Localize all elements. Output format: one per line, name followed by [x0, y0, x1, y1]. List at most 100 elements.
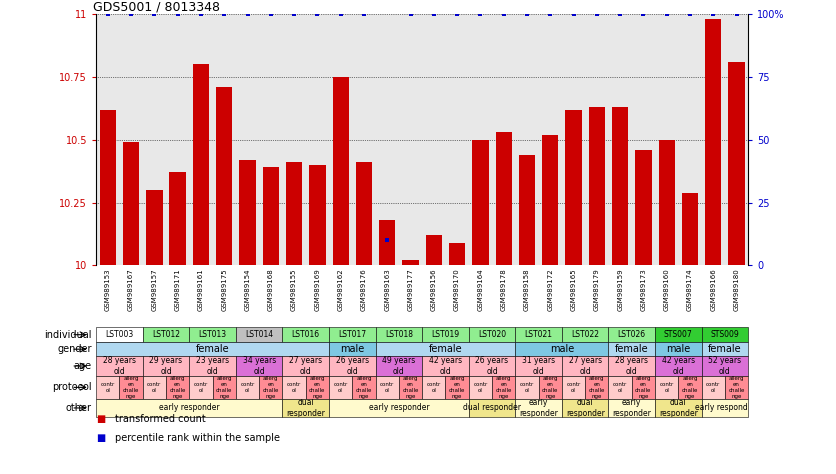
Bar	[728, 62, 745, 265]
Text: allerg
en
challe
nge: allerg en challe nge	[123, 376, 140, 399]
Text: allerg
en
challe
nge: allerg en challe nge	[309, 376, 325, 399]
Bar	[655, 342, 701, 356]
Text: GSM989177: GSM989177	[407, 268, 414, 311]
Bar	[99, 109, 116, 265]
Bar	[469, 399, 515, 417]
Text: early
responder: early responder	[612, 398, 651, 418]
Text: gender: gender	[58, 344, 92, 354]
Bar	[422, 327, 469, 342]
Bar	[96, 327, 143, 342]
Bar	[143, 327, 189, 342]
Bar	[701, 376, 725, 399]
Text: contr
ol: contr ol	[241, 382, 255, 393]
Bar	[469, 356, 515, 376]
Text: GSM989164: GSM989164	[477, 268, 483, 311]
Bar	[189, 376, 212, 399]
Text: LST012: LST012	[152, 330, 180, 339]
Bar	[283, 356, 329, 376]
Text: dual
responder: dual responder	[286, 398, 325, 418]
Text: GSM989179: GSM989179	[594, 268, 600, 311]
Text: GSM989153: GSM989153	[104, 268, 111, 311]
Text: 26 years
old: 26 years old	[336, 356, 369, 376]
Text: ■: ■	[96, 414, 105, 425]
Bar	[170, 173, 186, 265]
Text: contr
ol: contr ol	[706, 382, 721, 393]
Text: ■: ■	[96, 433, 105, 444]
Text: GSM989162: GSM989162	[338, 268, 344, 311]
Text: female: female	[429, 344, 462, 354]
Text: GSM989157: GSM989157	[151, 268, 157, 311]
Text: GSM989158: GSM989158	[524, 268, 530, 311]
Text: GSM989159: GSM989159	[617, 268, 623, 311]
Text: age: age	[74, 361, 92, 371]
Text: GSM989160: GSM989160	[664, 268, 670, 311]
Text: 26 years
old: 26 years old	[476, 356, 508, 376]
Text: protocol: protocol	[53, 383, 92, 392]
Bar	[96, 399, 283, 417]
Bar	[515, 327, 562, 342]
Text: 28 years
old: 28 years old	[615, 356, 648, 376]
Text: GSM989163: GSM989163	[385, 268, 390, 311]
Bar	[678, 376, 701, 399]
Bar	[239, 160, 256, 265]
Text: contr
ol: contr ol	[194, 382, 208, 393]
Bar	[286, 163, 303, 265]
Bar	[96, 356, 143, 376]
Bar	[379, 220, 395, 265]
Text: GSM989168: GSM989168	[268, 268, 274, 311]
Text: contr
ol: contr ol	[287, 382, 301, 393]
Text: GSM989165: GSM989165	[570, 268, 577, 311]
Bar	[609, 399, 655, 417]
Bar	[283, 376, 306, 399]
Text: GSM989178: GSM989178	[501, 268, 507, 311]
Bar	[655, 327, 701, 342]
Text: percentile rank within the sample: percentile rank within the sample	[115, 433, 279, 444]
Text: male: male	[550, 344, 574, 354]
Bar	[283, 399, 329, 417]
Bar	[542, 135, 558, 265]
Bar	[422, 356, 469, 376]
Text: LST020: LST020	[478, 330, 506, 339]
Bar	[565, 109, 582, 265]
Bar	[309, 165, 325, 265]
Bar	[375, 376, 399, 399]
Text: GSM989176: GSM989176	[361, 268, 367, 311]
Bar	[609, 327, 655, 342]
Text: contr
ol: contr ol	[660, 382, 674, 393]
Text: LST026: LST026	[618, 330, 646, 339]
Bar	[166, 376, 189, 399]
Bar	[469, 376, 492, 399]
Bar	[96, 342, 329, 356]
Bar	[399, 376, 422, 399]
Bar	[705, 19, 721, 265]
Text: 23 years
old: 23 years old	[196, 356, 229, 376]
Text: dual
responder: dual responder	[566, 398, 604, 418]
Bar	[259, 376, 283, 399]
Bar	[701, 399, 748, 417]
Bar	[701, 327, 748, 342]
Bar	[585, 376, 609, 399]
Text: GSM989175: GSM989175	[222, 268, 227, 311]
Bar	[682, 192, 698, 265]
Text: 29 years
old: 29 years old	[150, 356, 182, 376]
Text: allerg
en
challe
nge: allerg en challe nge	[449, 376, 466, 399]
Text: 31 years
old: 31 years old	[522, 356, 555, 376]
Bar	[446, 376, 469, 399]
Text: dual responder: dual responder	[463, 403, 521, 412]
Text: GSM989170: GSM989170	[454, 268, 460, 311]
Text: allerg
en
challe
nge: allerg en challe nge	[170, 376, 186, 399]
Bar	[609, 376, 632, 399]
Bar	[236, 327, 283, 342]
Text: 34 years
old: 34 years old	[242, 356, 276, 376]
Text: LST013: LST013	[198, 330, 227, 339]
Bar	[236, 376, 259, 399]
Bar	[236, 356, 283, 376]
Bar	[426, 235, 442, 265]
Text: contr
ol: contr ol	[380, 382, 395, 393]
Bar	[96, 376, 120, 399]
Text: LST017: LST017	[339, 330, 366, 339]
Text: individual: individual	[44, 330, 92, 340]
Bar	[146, 190, 162, 265]
Bar	[283, 327, 329, 342]
Text: contr
ol: contr ol	[567, 382, 581, 393]
